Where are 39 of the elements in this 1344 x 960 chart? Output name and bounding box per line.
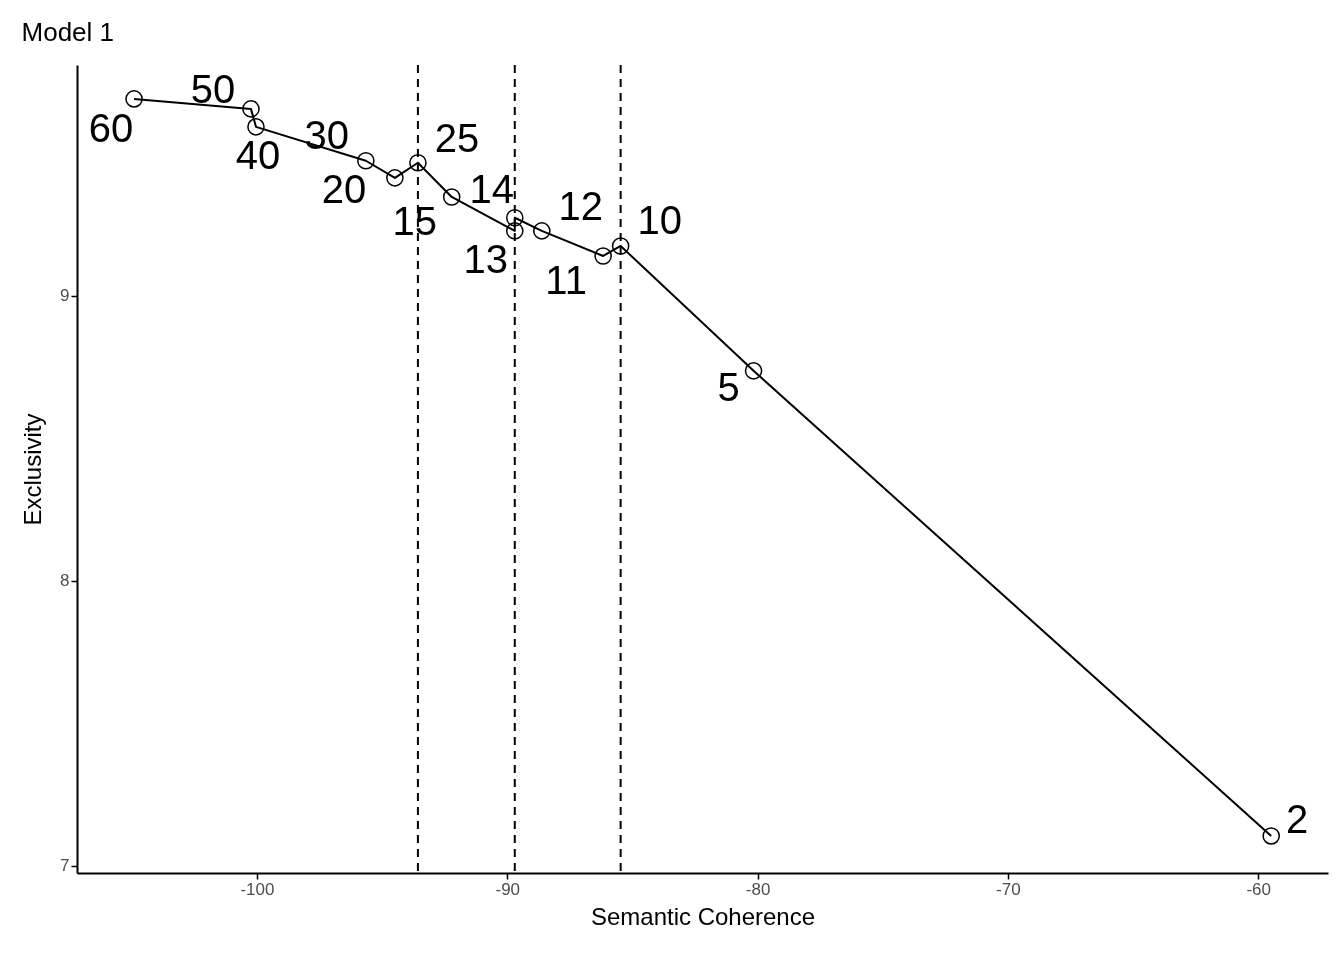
chart-title: Model 1: [21, 17, 115, 47]
point: [386, 169, 404, 187]
annotation: 5: [717, 364, 740, 409]
y-tick-label: 8: [60, 571, 70, 591]
point: [611, 237, 630, 255]
point: [505, 208, 524, 227]
point: [1262, 827, 1280, 845]
x-tick-label: -70: [996, 879, 1021, 899]
annotation: 10: [637, 197, 682, 242]
annotation: 40: [235, 132, 281, 177]
annotation: 11: [545, 257, 587, 302]
point: [247, 118, 265, 136]
annotation: 2: [1286, 796, 1309, 841]
annotation: 12: [558, 183, 604, 228]
y-tick-label: 9: [60, 286, 70, 306]
point: [533, 222, 551, 240]
point: [357, 151, 375, 170]
x-tick-label: -90: [495, 879, 521, 899]
point: [594, 247, 612, 265]
annotation: 15: [392, 198, 437, 243]
point: [125, 90, 143, 108]
point: [242, 100, 260, 118]
x-axis-title: Semantic Coherence: [590, 902, 816, 930]
annotation: 13: [463, 236, 509, 281]
point: [505, 222, 524, 240]
point: [442, 188, 461, 206]
annotation: 14: [469, 166, 515, 211]
annotation: 50: [190, 66, 236, 111]
point: [744, 362, 763, 380]
annotation: 60: [88, 105, 134, 150]
x-tick-label: -80: [745, 879, 771, 899]
y-tick-label: 7: [60, 856, 70, 876]
x-tick-label: -100: [240, 879, 275, 899]
annotation: 20: [321, 166, 367, 211]
y-axis-title: Exclusivity: [19, 413, 47, 526]
point: [409, 153, 427, 172]
annotation: 30: [304, 112, 350, 157]
annotation: 25: [434, 115, 480, 160]
x-tick-label: -60: [1246, 879, 1271, 899]
